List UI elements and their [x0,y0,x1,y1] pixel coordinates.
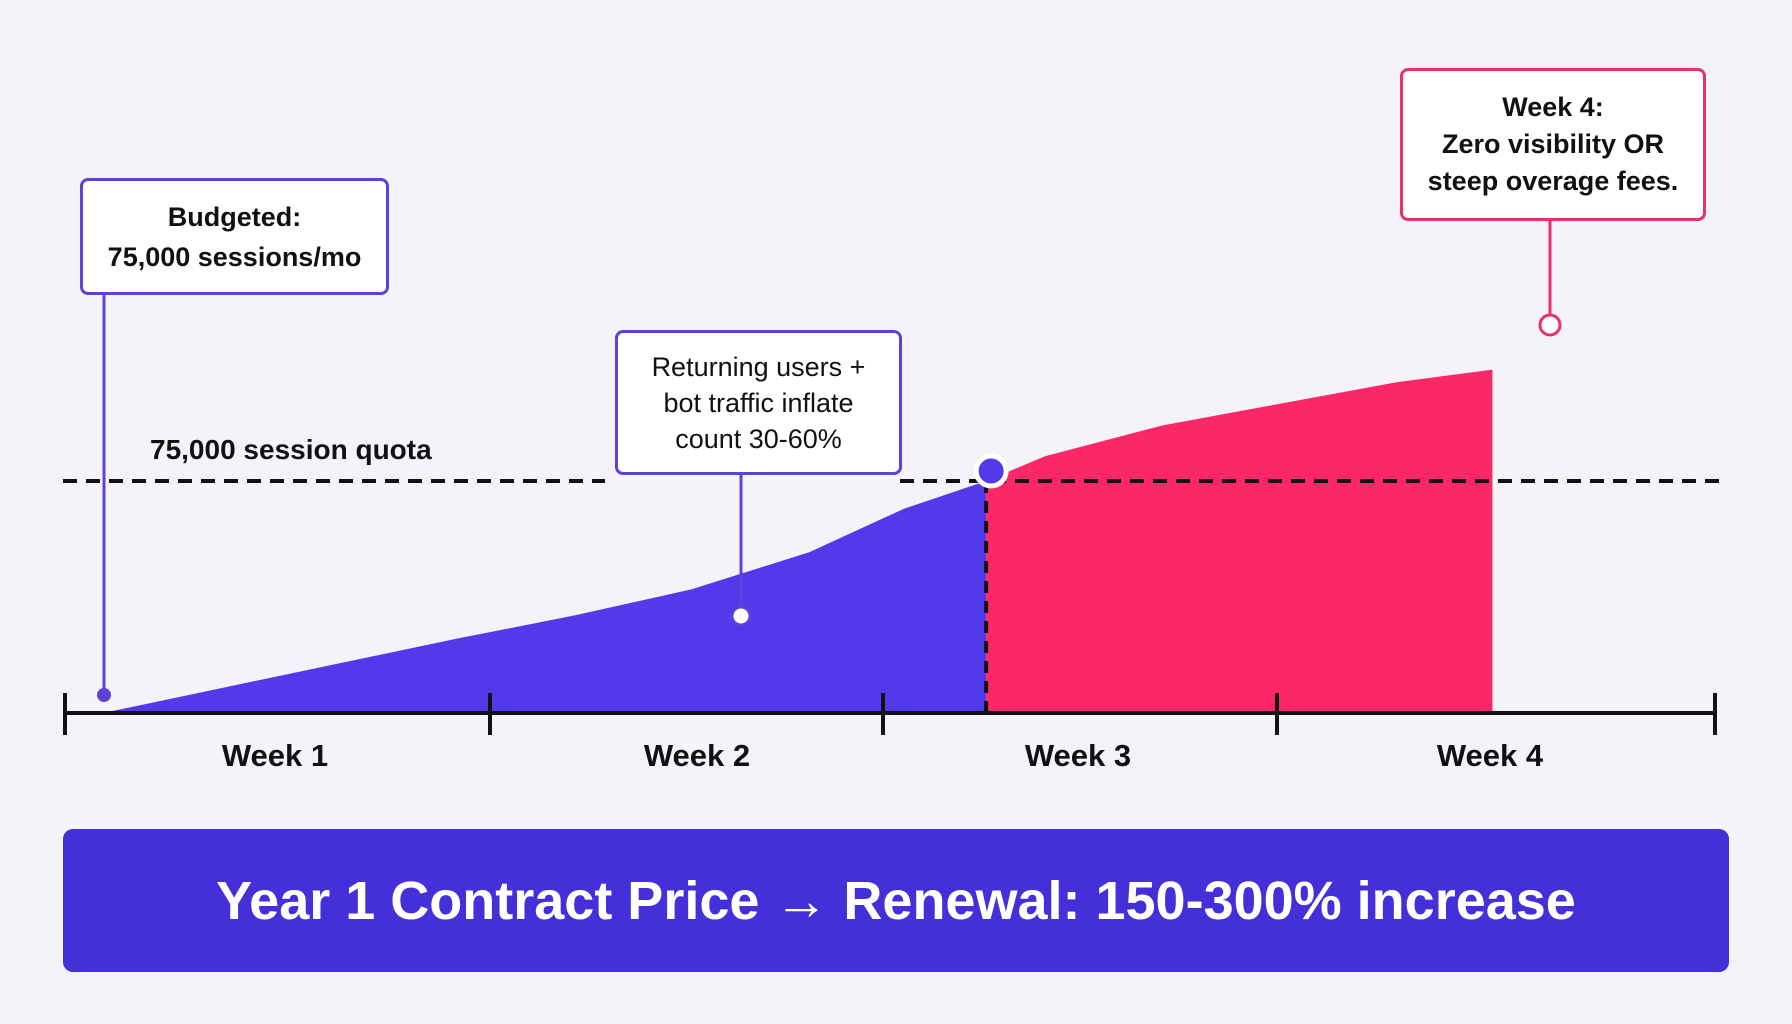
returning-callout-line3: count 30-60% [675,423,842,454]
budget-callout-line1: Budgeted: [167,201,302,232]
returning-callout-line2: bot traffic inflate [663,387,854,418]
under-quota-area [103,481,987,713]
renewal-banner: Year 1 Contract Price → Renewal: 150-300… [63,829,1729,972]
budget-callout-line2: 75,000 sessions/mo [107,241,362,272]
week-label-3: Week 3 [1024,738,1132,773]
returning-marker [730,605,752,627]
over-quota-area [986,369,1493,713]
returning-callout-line1: Returning users + [651,351,866,382]
quota-label: 75,000 session quota [150,434,432,465]
week4-callout-line1: Week 4: [1502,92,1604,122]
budget-marker [97,688,111,702]
week4-callout-line2: Zero visibility OR [1441,129,1665,159]
returning-users-callout: Returning users + bot traffic inflate co… [615,330,902,475]
week4-callout: Week 4: Zero visibility OR steep overage… [1400,68,1706,221]
week4-marker [1538,313,1562,337]
week-label-1: Week 1 [221,738,329,773]
renewal-banner-text: Year 1 Contract Price → Renewal: 150-300… [216,870,1576,931]
budget-callout: Budgeted: 75,000 sessions/mo [80,178,389,295]
quota-crossing-marker [973,453,1009,489]
week4-callout-line3: steep overage fees. [1427,166,1679,196]
week-label-4: Week 4 [1436,738,1544,773]
week-label-2: Week 2 [643,738,751,773]
